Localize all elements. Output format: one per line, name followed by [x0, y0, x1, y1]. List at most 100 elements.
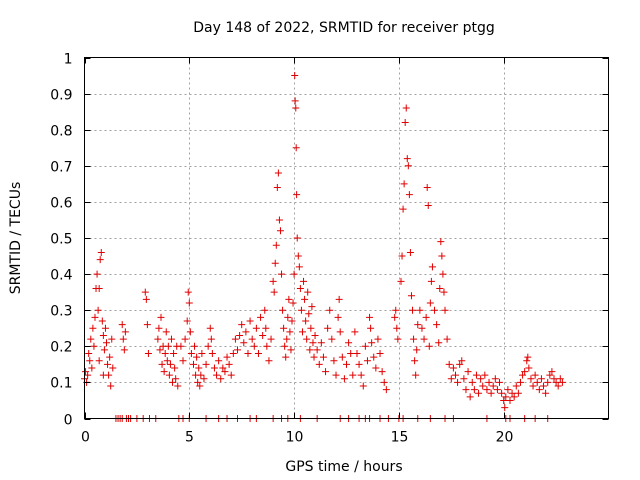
- data-point: [353, 350, 361, 358]
- data-point: [202, 360, 210, 368]
- data-point: [324, 324, 332, 332]
- data-point: [118, 321, 126, 329]
- data-point: [413, 346, 421, 354]
- data-point: [546, 371, 554, 379]
- data-point: [554, 382, 562, 390]
- data-point: [244, 350, 252, 358]
- data-point: [491, 375, 499, 383]
- data-point: [449, 364, 457, 372]
- data-point: [261, 306, 269, 314]
- data-point: [172, 375, 180, 383]
- data-point: [288, 317, 296, 325]
- data-point: [183, 317, 191, 325]
- data-point: [119, 335, 127, 343]
- data-point: [307, 324, 315, 332]
- data-point: [248, 335, 256, 343]
- data-point: [169, 378, 177, 386]
- data-point: [170, 350, 178, 358]
- data-point: [443, 335, 451, 343]
- y-tick-label: 0.7: [50, 160, 72, 176]
- data-point: [525, 364, 533, 372]
- data-point: [269, 277, 277, 285]
- data-point: [293, 234, 301, 242]
- data-point: [397, 277, 405, 285]
- data-point: [310, 353, 318, 361]
- data-point: [412, 371, 420, 379]
- data-point: [524, 353, 532, 361]
- data-point: [550, 375, 558, 383]
- data-point: [402, 104, 410, 112]
- data-point: [193, 353, 201, 361]
- data-point: [254, 350, 262, 358]
- data-point: [544, 378, 552, 386]
- data-point: [227, 371, 235, 379]
- y-tick-label: 0.9: [50, 88, 72, 104]
- data-point: [98, 317, 106, 325]
- data-point: [291, 97, 299, 105]
- data-point: [481, 371, 489, 379]
- data-point: [458, 357, 466, 365]
- data-point: [355, 360, 363, 368]
- data-point: [531, 371, 539, 379]
- data-point: [414, 321, 422, 329]
- data-point: [326, 306, 334, 314]
- data-point: [303, 335, 311, 343]
- data-point: [512, 382, 520, 390]
- y-tick-label: 0: [64, 413, 73, 429]
- data-point: [394, 335, 402, 343]
- data-point: [171, 364, 179, 372]
- data-point: [156, 346, 164, 354]
- data-point: [94, 306, 102, 314]
- data-point: [435, 339, 443, 347]
- data-point: [451, 371, 459, 379]
- data-point: [191, 342, 199, 350]
- data-point: [466, 393, 474, 401]
- data-point: [165, 371, 173, 379]
- data-point: [483, 386, 491, 394]
- data-point: [436, 285, 444, 293]
- data-point: [363, 357, 371, 365]
- data-point: [460, 375, 468, 383]
- data-point: [197, 371, 205, 379]
- data-point: [272, 241, 280, 249]
- data-point: [286, 328, 294, 336]
- data-point: [240, 339, 248, 347]
- data-points: [81, 72, 566, 422]
- data-point: [317, 339, 325, 347]
- data-point: [416, 306, 424, 314]
- data-point: [86, 357, 94, 365]
- data-point: [542, 389, 550, 397]
- data-point: [95, 357, 103, 365]
- data-point: [516, 378, 524, 386]
- data-point: [423, 183, 431, 191]
- data-point: [304, 288, 312, 296]
- data-point: [500, 396, 508, 404]
- data-point: [95, 285, 103, 293]
- data-point: [330, 357, 338, 365]
- data-point: [399, 205, 407, 213]
- data-point: [259, 331, 267, 339]
- data-point: [332, 371, 340, 379]
- data-point: [411, 357, 419, 365]
- data-point: [87, 335, 95, 343]
- gridlines: [84, 57, 609, 419]
- data-point: [293, 191, 301, 199]
- data-point: [96, 256, 104, 264]
- data-point: [295, 263, 303, 271]
- data-point: [510, 393, 518, 401]
- data-point: [162, 328, 170, 336]
- x-tick-label: 0: [81, 430, 90, 446]
- data-point: [104, 360, 112, 368]
- data-point: [108, 335, 116, 343]
- data-point: [464, 368, 472, 376]
- data-point: [184, 288, 192, 296]
- data-point: [257, 313, 265, 321]
- x-tick-label: 20: [496, 430, 514, 446]
- data-point: [206, 324, 214, 332]
- data-point: [99, 331, 107, 339]
- data-point: [322, 368, 330, 376]
- data-point: [454, 378, 462, 386]
- data-point: [527, 375, 535, 383]
- data-point: [351, 328, 359, 336]
